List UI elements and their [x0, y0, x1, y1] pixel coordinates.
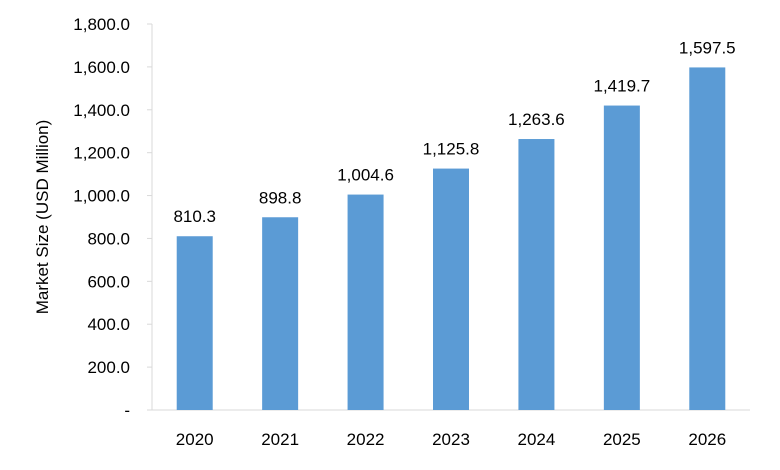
bar-2022	[347, 194, 384, 410]
x-tick-label: 2024	[518, 430, 556, 449]
y-tick-label: 1,000.0	[73, 187, 130, 206]
x-axis-ticks: 2020 2021 2022 2023 2024 2025 2026	[176, 430, 726, 449]
bar-2026	[689, 67, 726, 411]
y-tick-label: 1,800.0	[73, 15, 130, 34]
y-tick-label: -	[124, 401, 130, 420]
y-tick-label: 800.0	[87, 229, 130, 248]
bar-2023	[433, 168, 469, 410]
x-tick-label: 2026	[688, 430, 726, 449]
data-label-2026: 1,597.5	[679, 38, 736, 57]
y-tick-label: 1,400.0	[73, 101, 130, 120]
data-label-2020: 810.3	[173, 207, 216, 226]
x-tick-label: 2020	[176, 430, 214, 449]
data-labels: 810.3 898.8 1,004.6 1,125.8 1,263.6 1,419.7 1,…	[173, 38, 735, 226]
x-tick-label: 2021	[261, 430, 299, 449]
x-tick-label: 2023	[432, 430, 470, 449]
data-label-2021: 898.8	[259, 188, 302, 207]
y-tick-label: 1,200.0	[73, 144, 130, 163]
bar-2021	[262, 217, 299, 410]
y-axis-title: Market Size (USD Million)	[33, 120, 52, 315]
y-axis-ticks: - 200.0 400.0 600.0 800.0 1,000.0 1,200.0 1,400…	[73, 15, 152, 420]
y-tick-label: 400.0	[87, 315, 130, 334]
y-tick-label: 200.0	[87, 358, 130, 377]
bars	[176, 67, 726, 411]
data-label-2025: 1,419.7	[593, 77, 650, 96]
x-tick-label: 2025	[603, 430, 641, 449]
bar-2020	[176, 236, 213, 410]
data-label-2023: 1,125.8	[423, 140, 480, 159]
y-tick-label: 1,600.0	[73, 58, 130, 77]
data-label-2024: 1,263.6	[508, 110, 565, 129]
data-label-2022: 1,004.6	[337, 166, 394, 185]
y-tick-label: 600.0	[87, 272, 130, 291]
bar-2024	[518, 139, 555, 410]
x-tick-label: 2022	[347, 430, 385, 449]
bar-2025	[603, 105, 640, 410]
